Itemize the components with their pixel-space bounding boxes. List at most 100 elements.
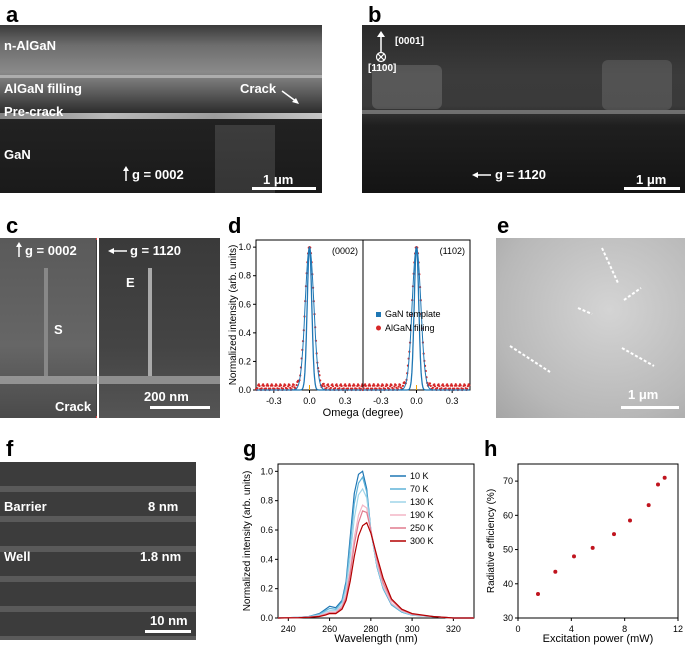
data-point-algan [334,386,337,390]
g-arrow-left-icon [472,172,491,178]
ytick-label-h: 30 [503,613,513,623]
xtick-label-h: 4 [569,624,574,634]
xtick-label-d: -0.3 [373,396,389,406]
data-point-algan [291,385,294,388]
data-point-algan [453,387,456,390]
xtick-label-g: 240 [281,624,296,634]
line-gan-template [256,246,363,391]
xtick-label-h: 12 [673,624,683,634]
legend-marker-gan [376,312,381,317]
legend-marker-algan [376,325,381,331]
data-point-algan [386,384,389,387]
data-point-algan [431,386,435,389]
data-point-algan [463,384,467,387]
label-g-vector-a: g = 0002 [132,167,184,182]
data-point-algan [329,386,332,390]
ytick-label-h: 40 [503,579,513,589]
data-point-algan [279,384,283,387]
xtick-label-d: 0.3 [339,396,352,406]
scalebar-label-b: 1 μm [636,172,667,187]
ytick-label-d: 0.2 [238,356,251,366]
xtick-label-h: 0 [515,624,520,634]
ytick-label-d: 0.4 [238,328,251,338]
xlabel-d: Omega (degree) [323,407,404,419]
orientation-axes-icon [375,31,387,63]
line-gan-template [363,246,470,391]
data-point-algan [323,385,326,388]
panel-letter-c: c [6,213,19,238]
chart-d-xrc: Normalized intensity (arb. units) Omega (… [228,239,471,419]
xtick-label-g: 300 [405,624,420,634]
xtick-label-d: 0.0 [410,396,423,406]
data-point-algan [433,383,436,386]
ytick-label-g: 1.0 [260,466,273,476]
legend-label-g: 10 K [410,471,429,481]
label-algan-filling: AlGaN filling [4,81,82,96]
label-dir-0001: [0001] [395,36,424,47]
panel-letter-f: f [6,436,14,461]
data-point-algan [275,384,278,387]
data-point-algan [401,384,405,387]
data-point-algan [264,387,268,390]
data-point-h [646,503,651,508]
dislocation-lines [509,247,655,373]
data-point-algan [338,387,341,390]
data-point-algan [375,387,378,390]
label-well: Well [4,549,31,564]
legend-label-g: 130 K [410,497,434,507]
panel-letter-d: d [228,213,242,238]
legend-label-algan: AlGaN filling [385,323,435,333]
data-point-algan [262,384,265,387]
label-barrier-thickness: 8 nm [148,499,179,514]
data-point-algan [442,384,445,388]
data-point-algan [289,386,292,389]
data-point-algan [339,383,342,386]
data-point-algan [288,384,291,387]
data-point-algan [271,384,274,387]
data-point-algan [438,385,441,388]
tem-image-a: n-AlGaN AlGaN filling Pre-crack GaN Crac… [0,25,322,193]
data-point-algan [322,382,325,385]
data-point-algan [391,386,394,389]
series-line-300k [277,521,474,619]
ytick-label-g: 0.4 [260,554,273,564]
data-point-h [656,482,660,487]
data-point-algan [444,387,447,390]
chart-h-efficiency: 0 4 8 12 30 40 50 60 70 Radiative efficiency (%) E… [486,463,683,645]
label-gan: GaN [4,147,31,162]
data-point-algan [428,382,432,385]
ylabel-d: Normalized intensity (arb. units) [228,245,239,386]
plot-frame-g [277,463,475,619]
ytick-label-h: 50 [503,545,513,555]
ytick-label-d: 0.6 [238,299,251,309]
xlabel-g: Wavelength (nm) [334,633,417,645]
data-point-algan [346,387,350,390]
plot-frame-h [517,463,679,619]
ytick-label-h: 70 [503,476,513,486]
data-point-algan [440,387,443,390]
xtick-label-g: 320 [446,624,461,634]
scalebar-label-a: 1 μm [263,172,294,187]
panel-letter-g: g [243,436,257,461]
scalebar-c [150,406,210,409]
crack-arrow-icon [281,90,299,104]
panel-letter-h: h [484,436,498,461]
data-point-algan [451,384,454,387]
legend-label-g: 70 K [410,484,429,494]
data-point-algan [349,384,352,387]
ytick-label-g: 0.8 [260,496,273,506]
label-e: E [126,275,135,290]
label-g-vector-c-left: g = 0002 [25,243,77,258]
panel-letter-e: e [497,213,510,238]
data-point-algan [351,387,354,390]
data-point-algan [433,385,437,388]
data-point-algan [377,384,380,387]
data-point-algan [269,387,272,390]
scalebar-label-e: 1 μm [628,387,659,402]
data-point-algan [381,384,385,387]
data-point-algan [366,387,370,390]
subplot-label-d: (1102) [440,246,465,256]
data-point-algan [373,384,376,387]
data-point-algan [457,387,460,390]
ytick-label-g: 0.2 [260,584,273,594]
